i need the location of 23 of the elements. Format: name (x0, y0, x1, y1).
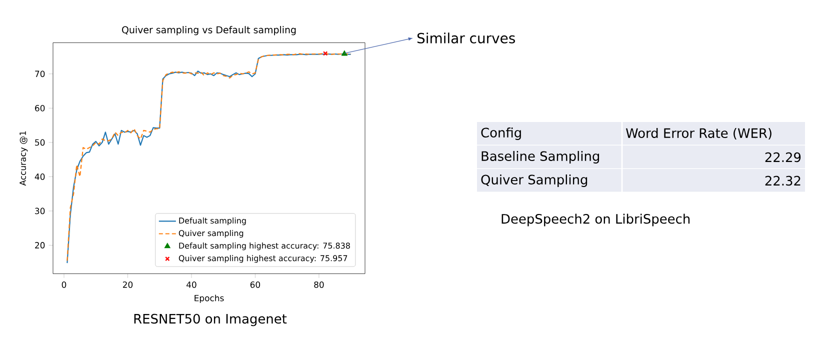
y-tick-label: 30 (35, 208, 45, 214)
x-tick-label: 80 (314, 281, 324, 288)
x-tick-label: 0 (62, 281, 66, 288)
y-tick-label: 40 (34, 174, 45, 180)
x-tick-label: 60 (250, 281, 260, 288)
text: DeepSpeech2 on LibriSpeech (502, 214, 690, 226)
y-tick-label: 70 (35, 70, 45, 78)
text: RESNET50 on Imagenet (134, 314, 287, 326)
y-tick-label: 20 (35, 242, 45, 248)
x-axis-title: Epochs (194, 294, 224, 303)
y-axis-title: Accuracy @1 (20, 131, 28, 186)
text: Word Error Rate (WER) (626, 128, 772, 140)
x-tick-label: 20 (122, 281, 133, 288)
text: Config (481, 127, 521, 140)
y-tick-label: 60 (35, 104, 45, 112)
chart-title: Quiver sampling vs Default sampling (122, 26, 296, 36)
annotation: Similar curves (417, 32, 515, 44)
data-label: 22.29 (765, 152, 801, 162)
category-label: Quiver Sampling (481, 174, 588, 188)
y-tick-label: 50 (35, 139, 45, 146)
data-label: 22.32 (765, 176, 800, 186)
category-label: Baseline Sampling (482, 150, 600, 164)
x-tick-label: 40 (186, 281, 196, 288)
